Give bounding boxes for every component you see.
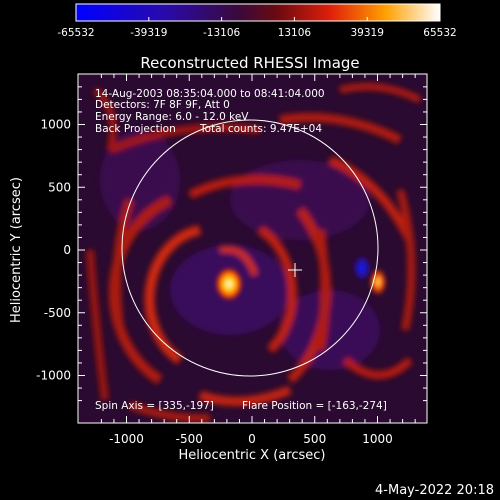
x-tick-label: -500 bbox=[176, 432, 203, 446]
method-text: Back Projection bbox=[95, 123, 176, 135]
axis-ticks bbox=[78, 74, 427, 423]
x-axis-label: Heliocentric X (arcsec) bbox=[179, 448, 326, 463]
solar-limb-circle bbox=[121, 119, 379, 377]
spin-axis-text: Spin Axis = [335,-197] bbox=[95, 400, 214, 412]
date-stamp: 4-May-2022 20:18 bbox=[375, 483, 494, 498]
annotations: 14-Aug-2003 08:35:04.000 to 08:41:04.000… bbox=[95, 88, 387, 412]
spin-axis-marker bbox=[288, 263, 302, 277]
total-counts-text: Total counts: 9.47E+04 bbox=[199, 123, 322, 135]
colorbar-tick-label: 13106 bbox=[278, 27, 312, 39]
colorbar-tick-label: -39319 bbox=[130, 27, 167, 39]
colorbar: -65532 -39319 -13106 13106 39319 65532 bbox=[57, 3, 457, 39]
colorbar-tick-label: -13106 bbox=[203, 27, 241, 39]
y-tick-labels: 1000 500 0 -500 -1000 bbox=[36, 118, 71, 383]
x-tick-label: 0 bbox=[248, 432, 256, 446]
x-tick-label: -1000 bbox=[109, 432, 144, 446]
colorbar-tick-label: 39319 bbox=[350, 27, 383, 39]
reconstructed-image bbox=[86, 83, 422, 423]
y-tick-label: -1000 bbox=[36, 369, 71, 383]
energy-range-text: Energy Range: 6.0 - 12.0 keV bbox=[95, 111, 249, 123]
flare-source-main bbox=[215, 267, 243, 301]
detectors-text: Detectors: 7F 8F 9F, Att 0 bbox=[95, 99, 230, 111]
negative-source bbox=[353, 255, 371, 281]
x-tick-label: 1000 bbox=[362, 432, 393, 446]
x-tick-labels: -1000 -500 0 500 1000 bbox=[109, 432, 393, 446]
x-tick-label: 500 bbox=[303, 432, 326, 446]
flare-source-secondary bbox=[369, 268, 387, 296]
plot-title: Reconstructed RHESSI Image bbox=[140, 54, 359, 72]
y-axis-label: Heliocentric Y (arcsec) bbox=[9, 177, 24, 323]
colorbar-tick-label: -65532 bbox=[57, 27, 94, 39]
time-range-text: 14-Aug-2003 08:35:04.000 to 08:41:04.000 bbox=[95, 88, 325, 100]
image-panel bbox=[77, 73, 428, 424]
y-tick-label: -500 bbox=[44, 306, 71, 320]
y-tick-label: 500 bbox=[48, 180, 71, 194]
colorbar-tick-label: 65532 bbox=[423, 27, 456, 39]
colorbar-gradient bbox=[75, 3, 441, 22]
y-tick-label: 1000 bbox=[40, 118, 71, 132]
y-tick-label: 0 bbox=[63, 243, 71, 257]
flare-position-text: Flare Position = [-163,-274] bbox=[242, 400, 387, 412]
